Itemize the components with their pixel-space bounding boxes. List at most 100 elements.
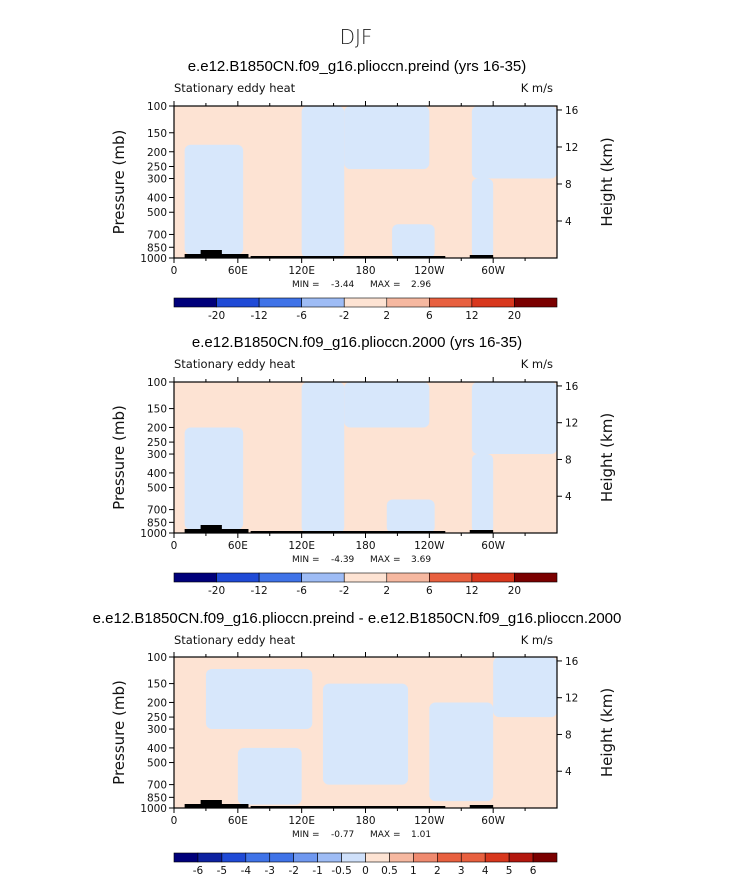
y-tick-label: 850 xyxy=(147,517,167,529)
right-tick-label: 4 xyxy=(565,766,572,778)
contour-region xyxy=(386,499,435,533)
y-tick-label: 100 xyxy=(147,101,167,113)
y-tick-label: 500 xyxy=(147,483,167,495)
topography-andes xyxy=(469,255,494,258)
y-tick-label: 850 xyxy=(147,242,167,254)
colorbar-swatch xyxy=(173,852,199,863)
colorbar-tick-label: -6 xyxy=(296,585,307,597)
y-tick-label: 150 xyxy=(147,128,167,140)
y-tick-label: 700 xyxy=(147,229,167,241)
max-label: MAX = xyxy=(370,830,401,840)
right-tick-label: 16 xyxy=(565,381,579,393)
y-tick-label: 700 xyxy=(147,780,167,792)
y-tick-label: 850 xyxy=(147,792,167,804)
colorbar-swatch xyxy=(258,572,302,583)
contour-region xyxy=(471,382,557,455)
contour-region xyxy=(184,144,244,255)
colorbar-swatch xyxy=(514,297,558,308)
right-tick-label: 8 xyxy=(565,454,572,466)
min-value: -3.44 xyxy=(331,280,355,290)
x-tick-label: 120E xyxy=(288,815,315,827)
x-tick-label: 60W xyxy=(481,815,505,827)
topography-andes xyxy=(469,530,494,533)
contour-region xyxy=(471,106,557,179)
colorbar-swatch xyxy=(508,852,534,863)
topography-low xyxy=(250,531,446,533)
y-axis-label: Pressure (mb) xyxy=(110,680,128,785)
colorbar-swatch xyxy=(317,852,342,863)
colorbar-tick-label: 12 xyxy=(465,585,478,597)
right-tick-label: 8 xyxy=(565,729,572,741)
right-tick-label: 16 xyxy=(565,105,579,117)
colorbar-tick-label: -4 xyxy=(241,865,252,877)
colorbar-tick-label: -0.5 xyxy=(331,865,352,877)
colorbar-tick-label: 2 xyxy=(383,310,390,322)
colorbar: -20 -12 -6 -2 2 6 12 20 xyxy=(173,572,558,597)
topography-peak xyxy=(200,525,222,533)
colorbar-swatch xyxy=(514,572,558,583)
contour-region xyxy=(184,427,244,530)
y-tick-label: 100 xyxy=(147,377,167,389)
right-tick-label: 12 xyxy=(565,693,578,705)
x-tick-label: 120E xyxy=(288,265,315,277)
x-tick-label: 120W xyxy=(414,815,445,827)
colorbar-swatch xyxy=(437,852,462,863)
y-tick-label: 250 xyxy=(147,161,167,173)
colorbar-swatch xyxy=(386,572,430,583)
y-tick-label: 500 xyxy=(147,207,167,219)
colorbar-tick-label: 6 xyxy=(426,585,433,597)
colorbar-tick-label: -6 xyxy=(296,310,307,322)
contour-region xyxy=(471,454,494,533)
colorbar-tick-label: -20 xyxy=(208,310,225,322)
right-tick-label: 12 xyxy=(565,142,578,154)
right-tick-label: 16 xyxy=(565,656,579,668)
x-tick-label: 0 xyxy=(171,540,178,552)
panel-2: e.e12.B1850CN.f09_g16.plioccn.2000 (yrs … xyxy=(110,334,616,597)
panel-title: e.e12.B1850CN.f09_g16.plioccn.2000 (yrs … xyxy=(192,334,522,351)
colorbar-swatch xyxy=(216,297,260,308)
min-label: MIN = xyxy=(292,830,320,840)
colorbar-swatch xyxy=(293,852,318,863)
colorbar-swatch xyxy=(197,852,223,863)
colorbar-tick-label: 2 xyxy=(434,865,441,877)
y-tick-label: 700 xyxy=(147,505,167,517)
max-label: MAX = xyxy=(370,280,401,290)
x-tick-label: 60E xyxy=(228,265,248,277)
colorbar-tick-label: -3 xyxy=(265,865,275,877)
contour-region xyxy=(471,178,494,258)
colorbar-swatch xyxy=(389,852,414,863)
contour-region xyxy=(344,382,430,428)
colorbar-tick-label: -20 xyxy=(208,585,225,597)
contour-field xyxy=(174,657,557,808)
panel-units: K m/s xyxy=(521,81,553,95)
min-value: -4.39 xyxy=(331,555,355,565)
y-tick-label: 1000 xyxy=(140,253,167,265)
colorbar-swatch xyxy=(429,297,473,308)
x-tick-label: 0 xyxy=(171,265,178,277)
colorbar-tick-label: 1 xyxy=(410,865,417,877)
panel-left-label: Stationary eddy heat xyxy=(174,81,296,95)
max-value: 3.69 xyxy=(411,555,431,565)
panel-title: e.e12.B1850CN.f09_g16.plioccn.preind (yr… xyxy=(188,58,527,75)
x-tick-label: 60W xyxy=(481,265,505,277)
colorbar-swatch xyxy=(365,852,390,863)
panel-units: K m/s xyxy=(521,357,553,371)
y-tick-label: 200 xyxy=(147,422,167,434)
y-tick-label: 300 xyxy=(147,724,167,736)
colorbar-swatch xyxy=(173,572,217,583)
y-tick-label: 300 xyxy=(147,449,167,461)
colorbar-swatch xyxy=(216,572,260,583)
colorbar-tick-label: -6 xyxy=(193,865,204,877)
colorbar-swatch xyxy=(413,852,438,863)
topography-low xyxy=(250,806,446,808)
x-tick-label: 60E xyxy=(228,815,248,827)
x-tick-label: 0 xyxy=(171,815,178,827)
colorbar-swatch xyxy=(173,297,217,308)
colorbar-tick-label: 3 xyxy=(458,865,465,877)
y-tick-label: 1000 xyxy=(140,528,167,540)
y-tick-label: 500 xyxy=(147,758,167,770)
colorbar-tick-label: -2 xyxy=(288,865,298,877)
right-tick-label: 4 xyxy=(565,216,572,228)
y-tick-label: 150 xyxy=(147,404,167,416)
